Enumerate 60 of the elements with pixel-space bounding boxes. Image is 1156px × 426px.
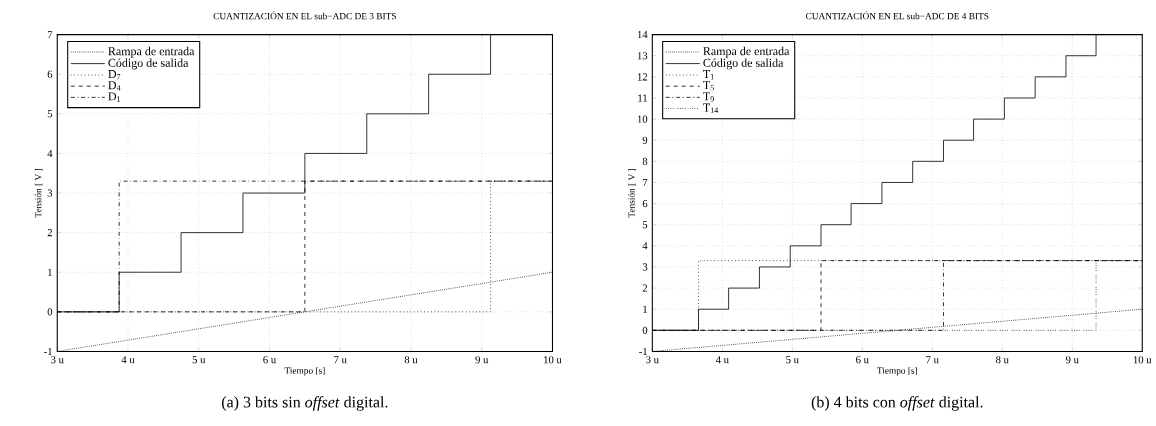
y-axis-title: Tensión [ V ] (34, 169, 43, 218)
y-axis-title: Tensión [ V ] (628, 169, 636, 218)
y-tick-label: 1 (643, 305, 647, 313)
x-tick-label: 7 u (334, 356, 347, 364)
text: (a) 3 bits sin offset digital. (222, 396, 388, 411)
y-tick-label: 7 (47, 31, 53, 39)
legend-label: T$_{9}$ (703, 92, 714, 102)
y-tick-label: 0 (47, 308, 53, 316)
x-tick-label: 6 u (856, 356, 869, 364)
legend-label: D$_{1}$ (108, 92, 121, 102)
y-tick-label: 3 (47, 189, 53, 197)
y-tick-label: 10 (637, 115, 648, 123)
text: (b) 4 bits con offset digital. (811, 396, 983, 411)
y-tick-label: 14 (637, 31, 648, 39)
x-tick-label: 4 u (715, 356, 729, 364)
chart-title: CUANTIZACIÓN EN EL sub−ADC DE 3 BITS (213, 11, 396, 20)
x-tick-label: 7 u (926, 356, 939, 364)
y-tick-label: 8 (642, 157, 648, 165)
y-tick-label: 9 (642, 136, 648, 144)
x-tick-label: 8 u (996, 356, 1009, 364)
y-tick-label: 11 (638, 94, 647, 102)
x-tick-label: 5 u (192, 356, 206, 364)
x-axis-title: Tiempo [s] (877, 367, 917, 376)
y-tick-label: 12 (637, 73, 648, 81)
y-tick-label: 1 (48, 268, 52, 276)
legend-label: T$_{5}$ (703, 81, 714, 91)
x-tick-label: 3 u (51, 356, 64, 364)
y-tick-label: 2 (642, 284, 648, 292)
x-tick-label: 9 u (1065, 356, 1079, 364)
chart-title: CUANTIZACIÓN EN EL sub−ADC DE 4 BITS (806, 11, 989, 20)
x-tick-label: 10 u (544, 356, 562, 364)
legend-label: T$_{1}$ (703, 70, 714, 80)
x-tick-label: 4 u (121, 356, 135, 364)
y-tick-label: 6 (642, 200, 648, 208)
y-tick-label: 6 (47, 70, 53, 78)
y-tick-label: -1 (44, 347, 52, 355)
x-tick-label: 5 u (786, 356, 799, 364)
legend-label: Código de salida (108, 58, 189, 70)
x-tick-label: 3 u (646, 356, 659, 364)
x-tick-label: 6 u (263, 356, 276, 364)
y-tick-label: 7 (643, 178, 648, 186)
y-tick-label: 0 (642, 326, 648, 334)
y-tick-label: 5 (47, 110, 53, 118)
x-tick-label: 8 u (404, 356, 418, 364)
y-tick-label: 4 (47, 149, 53, 157)
x-tick-label: 9 u (475, 356, 489, 364)
legend-label: D$_{7}$ (108, 70, 121, 80)
x-tick-label: 10 u (1133, 356, 1152, 364)
legend-label: Rampa de entrada (703, 46, 790, 58)
y-tick-label: -1 (639, 347, 647, 355)
legend-label: D$_{4}$ (108, 81, 121, 91)
y-tick-label: 2 (47, 229, 52, 237)
legend-label: Rampa de entrada (108, 46, 195, 58)
legend-label: Código de salida (703, 58, 784, 70)
x-axis-title: Tiempo [s] (284, 367, 325, 376)
y-tick-label: 5 (642, 221, 648, 229)
legend-label: T$_{14}$ (703, 103, 719, 113)
y-tick-label: 13 (637, 52, 648, 60)
y-tick-label: 3 (642, 263, 648, 271)
y-tick-label: 4 (642, 242, 648, 250)
